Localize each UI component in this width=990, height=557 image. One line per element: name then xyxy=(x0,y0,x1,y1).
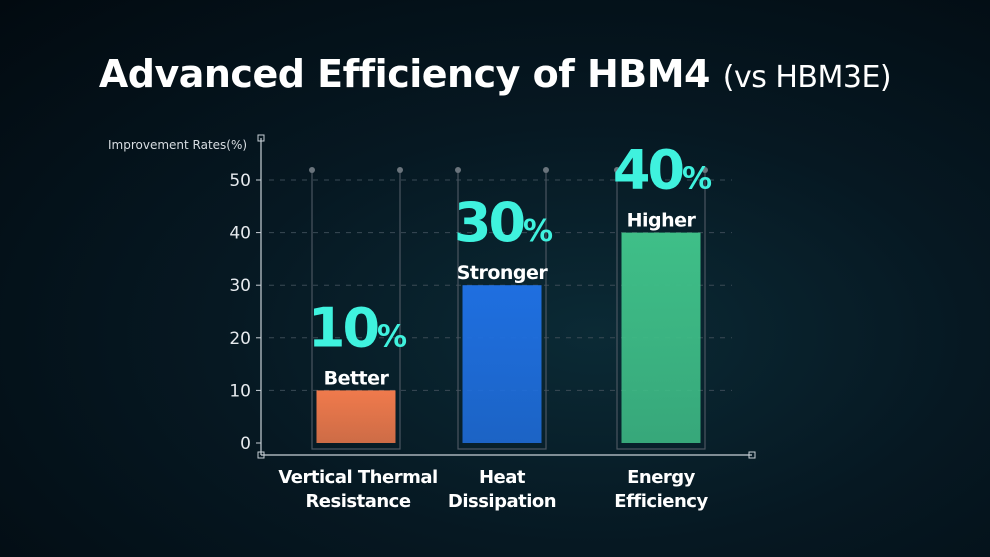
title-main: Advanced Efficiency of HBM4 xyxy=(98,52,711,96)
frame-dot xyxy=(614,167,620,173)
bar-frame xyxy=(311,170,401,450)
frame-dot xyxy=(397,167,403,173)
frame-dot xyxy=(455,167,461,173)
y-tick-label: 10 xyxy=(229,381,251,401)
y-tick-label: 0 xyxy=(240,434,251,454)
frame-dot xyxy=(702,167,708,173)
chart-title: Advanced Efficiency of HBM4 (vs HBM3E) xyxy=(0,52,990,96)
x-category-label: Dissipation xyxy=(448,491,556,512)
value-label: 10% xyxy=(308,296,407,359)
y-tick-label: 40 xyxy=(229,224,251,244)
frame-dot xyxy=(543,167,549,173)
bar-frame xyxy=(457,170,547,450)
y-axis-label: Improvement Rates(%) xyxy=(108,138,247,152)
x-category-label: Heat xyxy=(479,467,526,488)
y-tick-label: 30 xyxy=(229,276,251,296)
bar xyxy=(621,232,701,443)
y-tick-label: 50 xyxy=(229,171,251,191)
title-sub: (vs HBM3E) xyxy=(722,60,892,95)
axis-end-marker xyxy=(257,134,265,142)
x-category-label: Efficiency xyxy=(614,491,708,512)
annotation-word: Better xyxy=(324,367,390,389)
bar-frame xyxy=(616,170,706,450)
value-label: 40% xyxy=(613,139,712,202)
x-category-label: Energy xyxy=(627,467,696,488)
frame-dot xyxy=(309,167,315,173)
bar xyxy=(462,285,542,443)
x-category-label: Resistance xyxy=(305,491,410,512)
annotation-word: Stronger xyxy=(457,262,549,284)
axis-end-marker xyxy=(257,451,265,459)
bar xyxy=(316,390,396,443)
axis-end-marker xyxy=(748,451,756,459)
annotation-word: Higher xyxy=(627,210,697,232)
x-category-label: Vertical Thermal xyxy=(278,467,437,488)
y-tick-label: 20 xyxy=(229,329,251,349)
value-label: 30% xyxy=(454,191,553,254)
